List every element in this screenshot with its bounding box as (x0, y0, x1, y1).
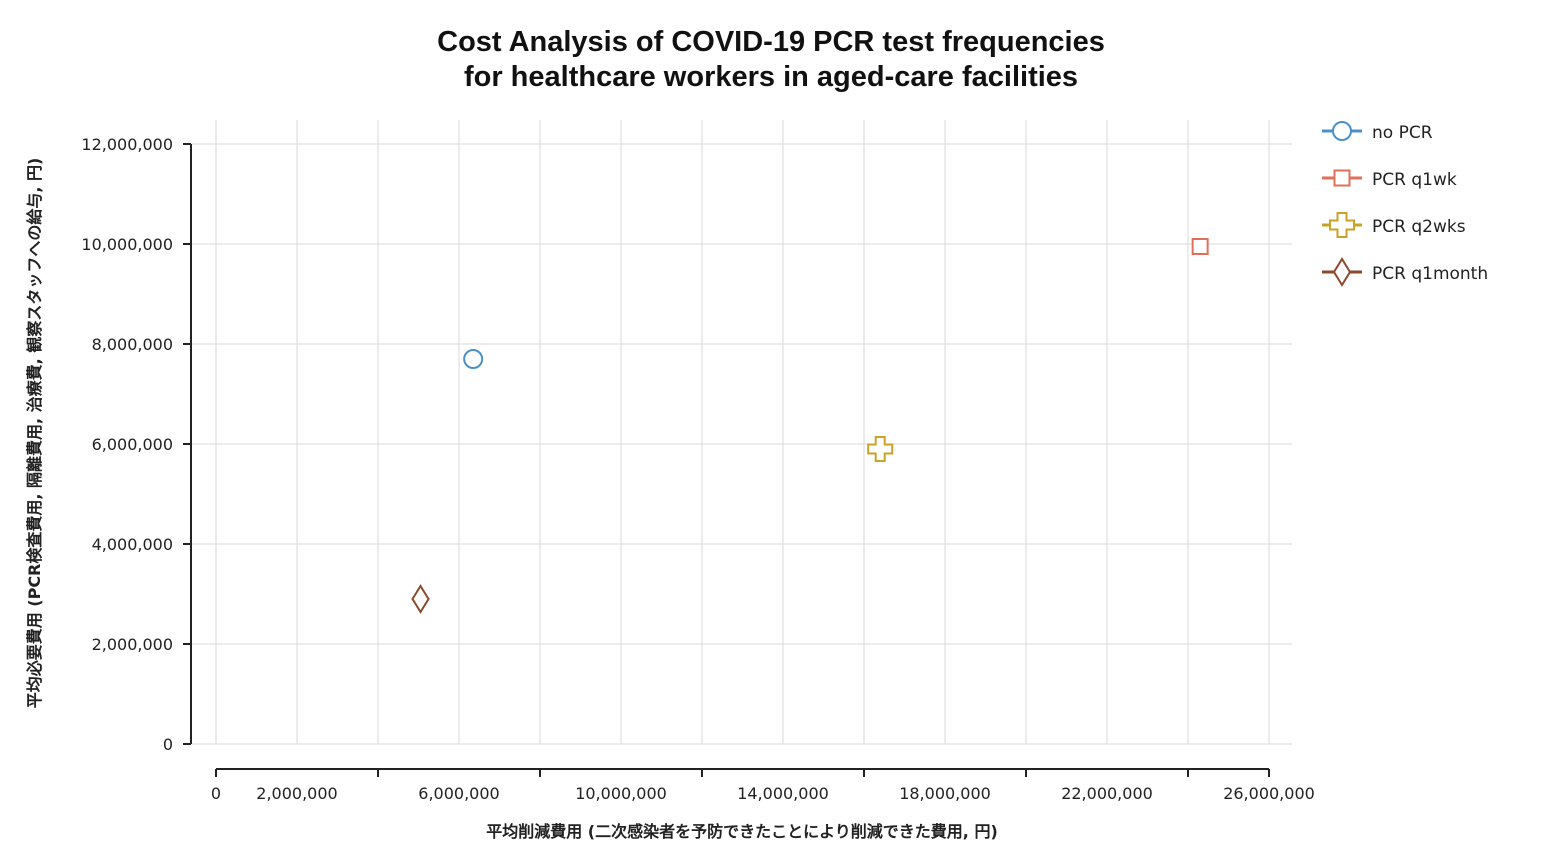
y-tick-label: 8,000,000 (92, 335, 173, 354)
legend-label: no PCR (1372, 123, 1433, 143)
grid (192, 120, 1292, 745)
legend-label: PCR q2wks (1372, 217, 1466, 237)
legend-label: PCR q1month (1372, 264, 1488, 284)
legend-marker-square (1333, 169, 1351, 187)
point-pcr-q1month (411, 584, 430, 614)
legend-marker-cross (1329, 212, 1355, 238)
x-tick-label: 6,000,000 (418, 784, 499, 803)
legend-label: PCR q1wk (1372, 170, 1457, 190)
y-axis-label: 平均必要費用 (PCR検査費用, 隔離費用, 治療費, 観察スタッフへの給与, … (25, 158, 44, 709)
x-axis-label: 平均削減費用 (二次感染者を予防できたことにより削減できた費用, 円) (486, 822, 998, 841)
y-tick-label: 12,000,000 (81, 135, 173, 154)
point-pcr-q2wks (867, 436, 894, 462)
legend-marker-circle (1332, 121, 1352, 141)
legend-item-no-pcr: no PCR (1322, 121, 1433, 143)
legend-marker-diamond (1332, 257, 1352, 287)
data-points (411, 238, 1209, 614)
y-tick-label: 10,000,000 (81, 235, 173, 254)
point-no-pcr (463, 349, 484, 369)
y-tick-label: 2,000,000 (92, 635, 173, 654)
legend: no PCR PCR q1wk PCR q2wks PCR q1month (1322, 121, 1488, 287)
x-tick-label: 0 (211, 784, 221, 803)
legend-item-pcr-q2wks: PCR q2wks (1322, 212, 1466, 238)
y-tick-label: 0 (163, 735, 173, 754)
x-tick-label: 26,000,000 (1223, 784, 1315, 803)
y-tick-label: 4,000,000 (92, 535, 173, 554)
x-tick-label: 14,000,000 (737, 784, 829, 803)
legend-item-pcr-q1month: PCR q1month (1322, 257, 1488, 287)
point-pcr-q1wk (1191, 238, 1209, 255)
chart-title-line-2: for healthcare workers in aged-care faci… (464, 61, 1078, 93)
axes (183, 143, 1270, 777)
x-tick-label: 10,000,000 (575, 784, 667, 803)
legend-item-pcr-q1wk: PCR q1wk (1322, 169, 1457, 190)
y-tick-label: 6,000,000 (92, 435, 173, 454)
x-tick-label: 2,000,000 (256, 784, 337, 803)
x-tick-label: 22,000,000 (1061, 784, 1153, 803)
x-tick-label: 18,000,000 (899, 784, 991, 803)
chart-title-line-1: Cost Analysis of COVID-19 PCR test frequ… (437, 26, 1105, 58)
tick-labels: 0 2,000,000 4,000,000 6,000,000 8,000,000 10,… (81, 135, 1314, 803)
